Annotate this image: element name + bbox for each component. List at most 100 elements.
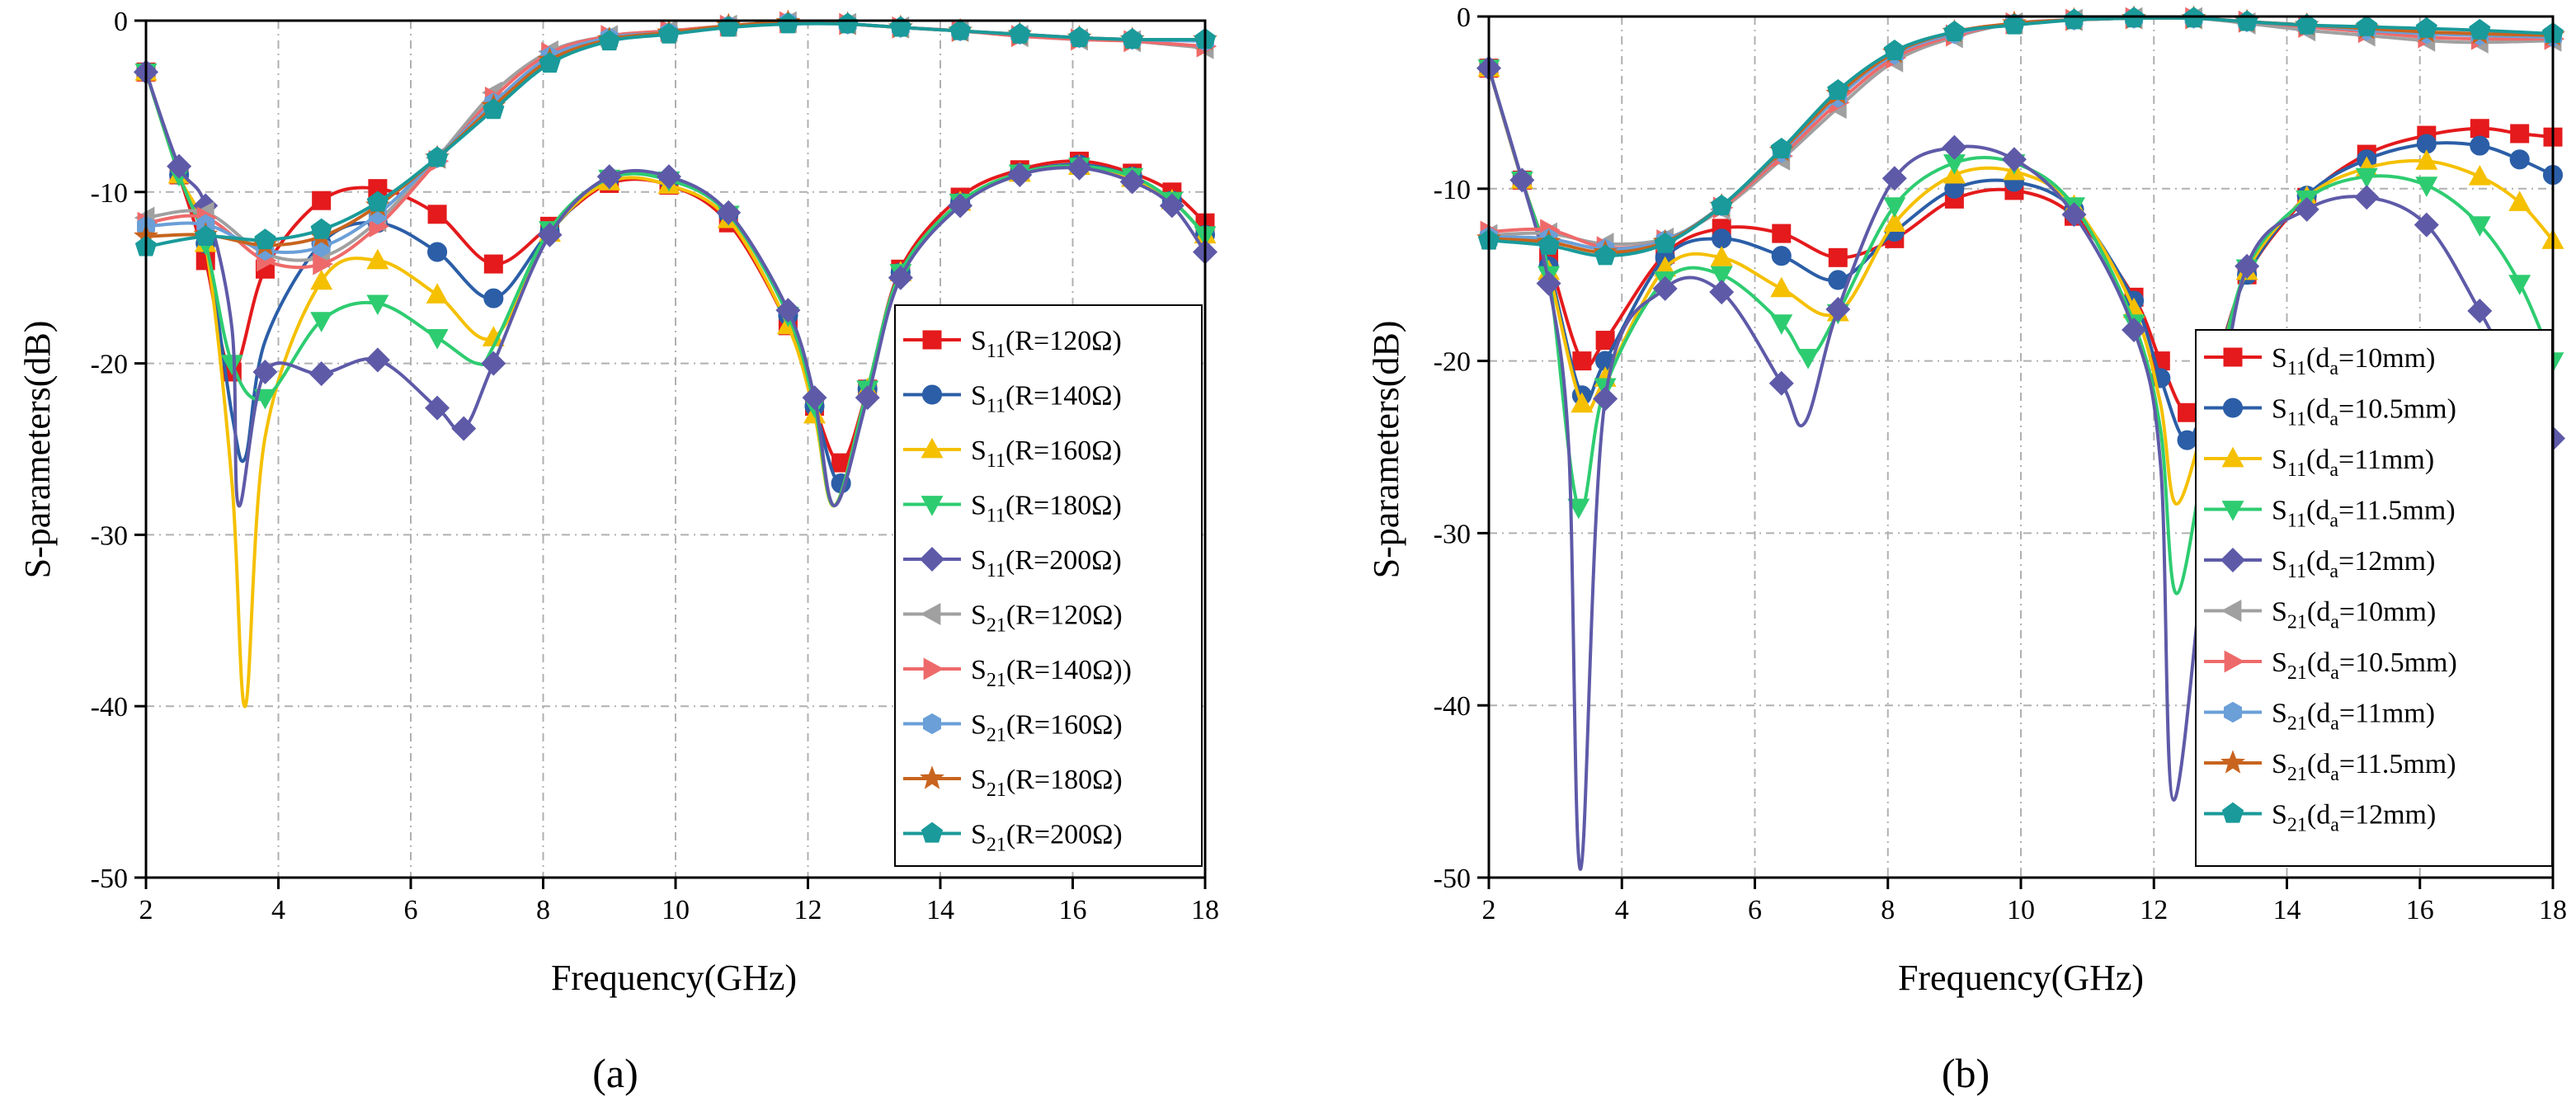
data-point [656, 164, 681, 190]
x-tick-label: 6 [1748, 895, 1762, 925]
data-point [2508, 275, 2531, 295]
data-point [775, 298, 801, 323]
data-point [2467, 299, 2493, 324]
legend-label: S21(da=10.5mm) [2272, 647, 2457, 684]
data-point [254, 228, 276, 250]
x-tick-label: 12 [2140, 895, 2168, 925]
legend-box [894, 304, 1203, 867]
data-point [1159, 193, 1184, 219]
y-tick-label: -10 [91, 178, 128, 209]
data-point [2470, 135, 2490, 156]
legend-label: S11(R=200Ω) [971, 545, 1122, 581]
x-tick-label: 18 [1191, 895, 1219, 925]
chart-panel-a: 2 4 6 8 10 12 14 16 18 0 -10 -20 -30 -40 -50 Frequency(… [17, 7, 1219, 1096]
data-point [1593, 386, 1618, 412]
legend-marker [2220, 600, 2242, 622]
legend-item: S21(R=120Ω) [903, 600, 1123, 637]
legend-marker [2224, 701, 2242, 723]
legend-label: S11(da=12mm) [2272, 546, 2435, 582]
data-point [1883, 197, 1906, 218]
data-point [481, 351, 506, 376]
data-point [426, 283, 449, 304]
x-tick-label: 2 [1482, 895, 1496, 925]
data-point [427, 242, 448, 262]
legend-item: S11(R=140Ω) [903, 381, 1122, 417]
data-point [1827, 78, 1849, 100]
data-point [716, 200, 742, 225]
legend-label: S11(R=140Ω) [971, 381, 1122, 417]
data-point [1595, 331, 1615, 351]
data-point [2469, 18, 2491, 40]
panel-label: (a) [592, 1050, 638, 1096]
legend-label: S21(R=200Ω) [971, 820, 1123, 856]
data-point [1538, 233, 1560, 255]
data-point [1771, 246, 1792, 266]
y-tick-label: -50 [1434, 864, 1471, 894]
data-point [1768, 370, 1794, 396]
data-point [366, 294, 389, 316]
legend-item: S21(R=160Ω) [903, 710, 1123, 746]
x-tick-label: 16 [2406, 895, 2434, 925]
y-tick-label: -40 [91, 692, 128, 723]
data-point [1067, 155, 1092, 181]
legend-item: S11(R=120Ω) [903, 326, 1122, 362]
legend-item: S11(da=10.5mm) [2204, 394, 2456, 431]
series-line [1488, 16, 2554, 250]
data-point [483, 254, 503, 274]
data-point [2122, 318, 2147, 343]
data-point [365, 347, 390, 373]
data-point [1770, 137, 1792, 158]
x-tick-label: 10 [662, 895, 690, 925]
data-point [2356, 15, 2378, 36]
data-point [2001, 147, 2027, 172]
x-axis-title: Frequency(GHz) [551, 958, 797, 998]
ticks: 2 4 6 8 10 12 14 16 18 0 -10 -20 -30 -40 -50 [91, 7, 1219, 925]
series-6 [1476, 7, 2562, 256]
legend-label: S11(R=120Ω) [971, 326, 1122, 362]
legend-marker [2221, 501, 2244, 521]
data-point [1710, 246, 1733, 266]
data-point [313, 252, 333, 275]
data-point [2415, 149, 2438, 170]
legend-item: S21(da=10.5mm) [2204, 647, 2457, 684]
series-5 [133, 59, 1218, 508]
data-point [2296, 13, 2318, 35]
legend-label: S11(R=180Ω) [971, 491, 1122, 527]
data-point [1828, 247, 1848, 267]
plot-area [133, 9, 1218, 708]
data-point [2354, 185, 2380, 210]
data-point [1007, 162, 1033, 188]
data-point [312, 191, 332, 210]
legend-item: S11(R=160Ω) [903, 435, 1122, 472]
data-point [2415, 16, 2437, 38]
legend-marker [923, 657, 944, 680]
data-point [1942, 134, 1967, 160]
data-point [253, 388, 276, 410]
series-9 [1476, 5, 2565, 263]
data-point [1770, 314, 1793, 335]
legend-label: S21(R=160Ω) [971, 710, 1123, 746]
legend-marker [2224, 650, 2245, 673]
data-point [1594, 244, 1617, 266]
data-point [2355, 167, 2378, 189]
data-point [1709, 280, 1735, 305]
legend-label: S21(da=12mm) [2272, 800, 2436, 836]
legend-label: S11(R=160Ω) [971, 435, 1122, 472]
plot-area [1476, 5, 2566, 871]
data-point [1943, 20, 1966, 41]
x-tick-label: 16 [1059, 895, 1087, 925]
series-line [1487, 68, 2555, 506]
data-point [948, 193, 973, 219]
data-point [2294, 196, 2319, 222]
y-tick-label: -40 [1434, 691, 1471, 722]
data-point [2470, 119, 2489, 139]
legend-marker [920, 603, 941, 625]
data-point [2468, 216, 2491, 237]
series-10 [134, 12, 1217, 257]
x-tick-label: 8 [536, 895, 550, 925]
data-point [195, 225, 217, 247]
data-point [451, 416, 477, 441]
legend-item: S11(da=11mm) [2204, 445, 2434, 481]
data-point [2508, 191, 2531, 211]
data-point [1509, 167, 1535, 193]
